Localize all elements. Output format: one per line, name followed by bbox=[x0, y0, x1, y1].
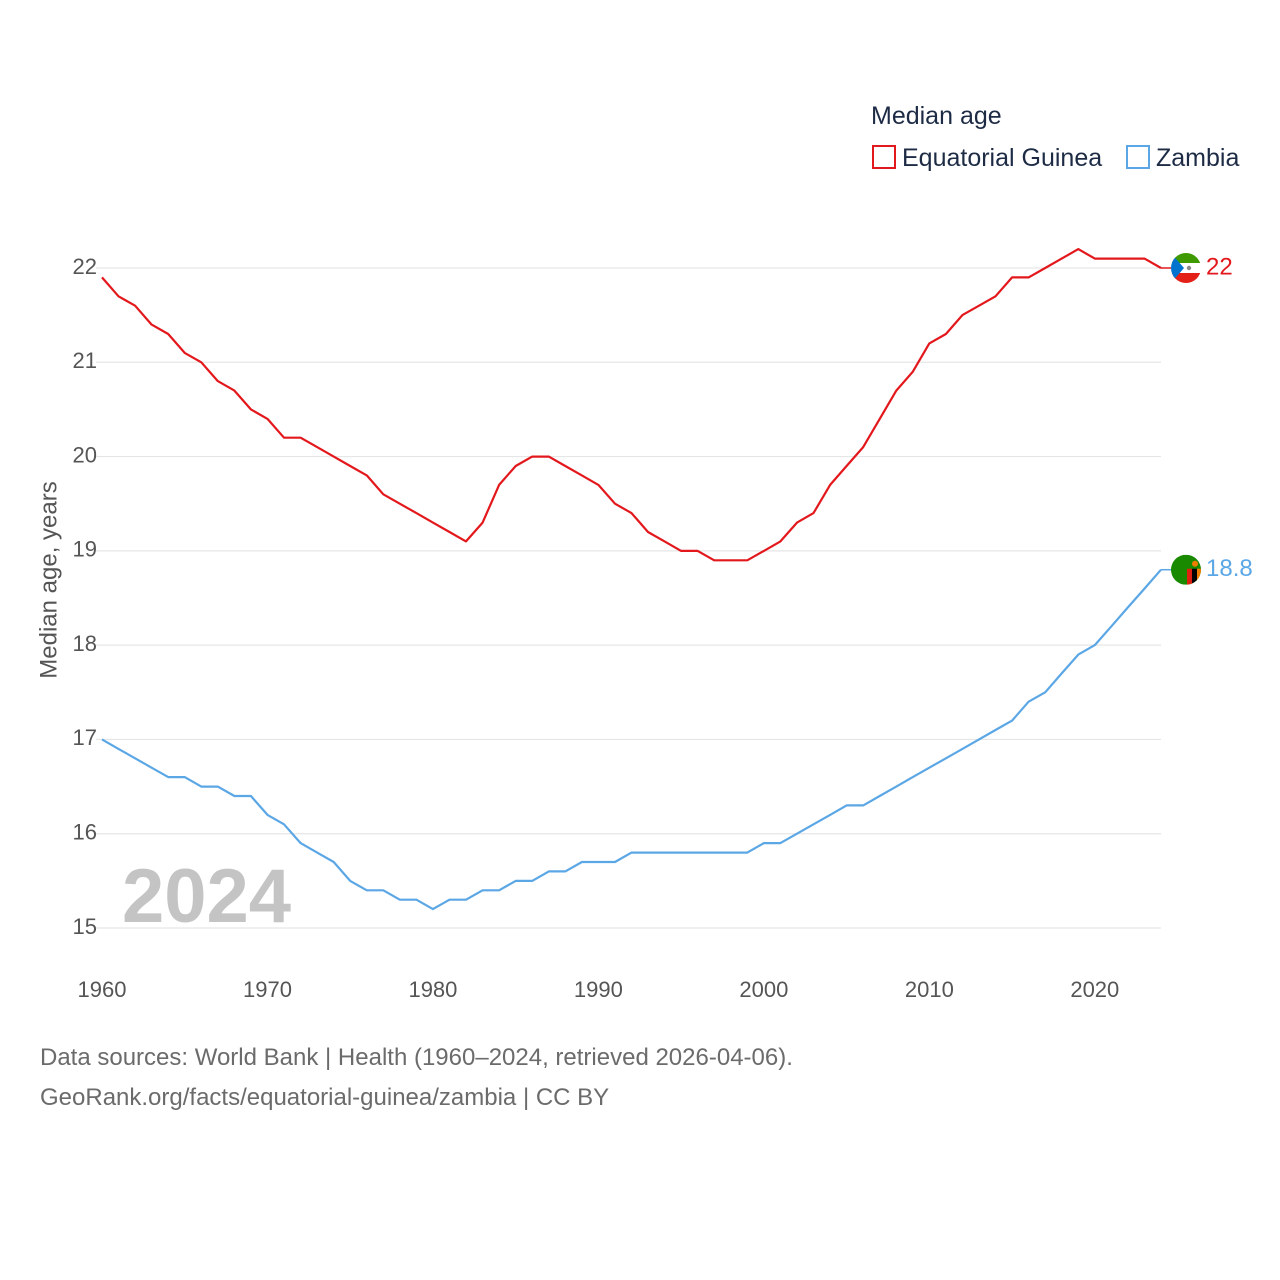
series-lines bbox=[101, 248, 1162, 911]
legend: Median age Equatorial Guinea Zambia bbox=[871, 102, 1239, 172]
y-tick-label-22: 22 bbox=[73, 254, 97, 279]
y-tick-label-17: 17 bbox=[73, 725, 97, 750]
y-tick-label-20: 20 bbox=[73, 442, 97, 467]
y-axis-label: Median age, years bbox=[35, 481, 62, 678]
year-badge: 2024 bbox=[122, 854, 291, 939]
x-axis-ticks: 1960 1970 1980 1990 2000 2010 2020 bbox=[78, 977, 1120, 1002]
x-tick-label-1990: 1990 bbox=[574, 977, 623, 1002]
x-tick-label-1980: 1980 bbox=[408, 977, 457, 1002]
legend-label-equatorial-guinea[interactable]: Equatorial Guinea bbox=[902, 144, 1102, 172]
y-tick-label-19: 19 bbox=[73, 537, 97, 562]
x-tick-label-2010: 2010 bbox=[905, 977, 954, 1002]
source-line: Data sources: World Bank | Health (1960–… bbox=[40, 1044, 793, 1071]
zambia-flag-icon bbox=[1171, 554, 1201, 585]
series-end-markers: 22 18.8 bbox=[1161, 253, 1253, 585]
y-tick-label-15: 15 bbox=[73, 914, 97, 939]
equatorial-guinea-flag-icon bbox=[1171, 253, 1201, 283]
y-tick-label-16: 16 bbox=[73, 820, 97, 845]
x-tick-label-1960: 1960 bbox=[78, 977, 127, 1002]
legend-label-zambia[interactable]: Zambia bbox=[1156, 144, 1239, 172]
series-line-zambia bbox=[101, 568, 1162, 911]
x-tick-label-1970: 1970 bbox=[243, 977, 292, 1002]
legend-swatch-equatorial-guinea[interactable] bbox=[872, 145, 896, 169]
x-tick-label-2000: 2000 bbox=[739, 977, 788, 1002]
x-tick-label-2020: 2020 bbox=[1070, 977, 1119, 1002]
y-axis-ticks: 15 16 17 18 19 20 21 22 bbox=[73, 254, 97, 939]
series-line-equatorial-guinea bbox=[101, 248, 1162, 562]
legend-swatch-zambia[interactable] bbox=[1126, 145, 1150, 169]
legend-title: Median age bbox=[871, 102, 1002, 130]
y-tick-label-21: 21 bbox=[73, 348, 97, 373]
license-line: GeoRank.org/facts/equatorial-guinea/zamb… bbox=[40, 1084, 610, 1111]
y-tick-label-18: 18 bbox=[73, 631, 97, 656]
end-label-equatorial-guinea: 22 bbox=[1206, 253, 1233, 280]
end-label-zambia: 18.8 bbox=[1206, 555, 1253, 582]
gridlines bbox=[96, 267, 1161, 929]
